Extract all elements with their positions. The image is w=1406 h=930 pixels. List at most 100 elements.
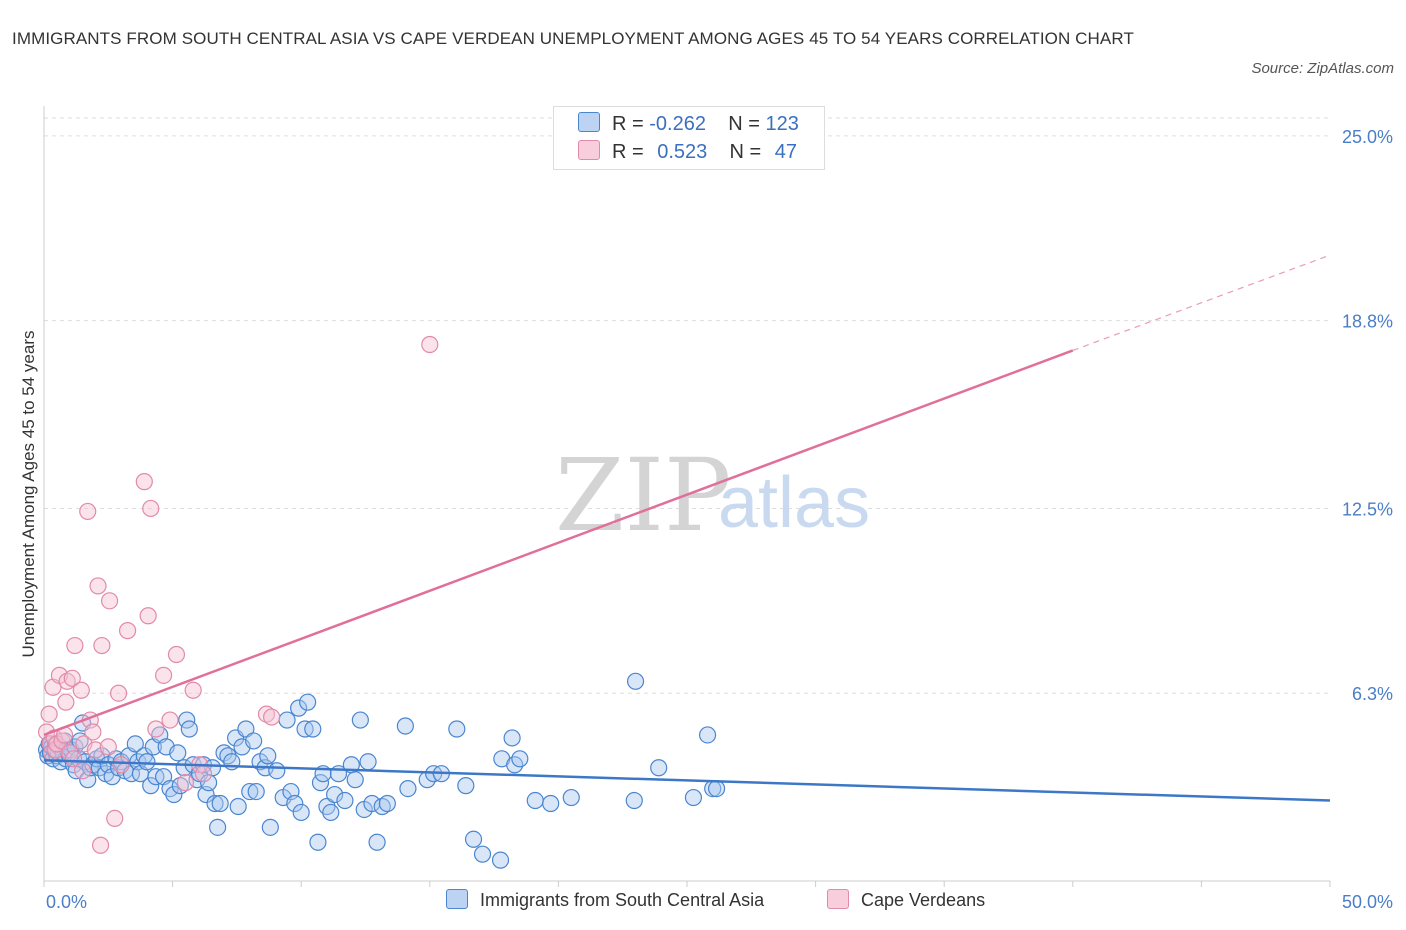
data-point-blue: [326, 785, 344, 804]
data-point-blue: [180, 720, 198, 738]
data-point-blue: [448, 720, 466, 738]
data-point-pink: [99, 738, 117, 756]
data-point-blue: [268, 762, 286, 780]
data-point-blue: [165, 785, 183, 804]
data-point-blue: [237, 720, 255, 738]
watermark: ZIP atlas: [555, 437, 870, 554]
data-point-pink: [86, 741, 105, 759]
data-point-pink: [184, 681, 202, 699]
data-point-pink: [139, 607, 157, 625]
data-point-blue: [138, 753, 156, 771]
data-point-blue: [625, 791, 643, 810]
chart-title: IMMIGRANTS FROM SOUTH CENTRAL ASIA VS CA…: [12, 29, 1134, 48]
data-point-pink: [257, 705, 276, 723]
data-point-blue: [491, 851, 510, 869]
y-axis-label: Unemployment Among Ages 45 to 54 years: [19, 331, 38, 658]
data-point-blue: [526, 791, 544, 810]
data-point-blue: [299, 693, 317, 711]
data-point-pink: [154, 666, 173, 684]
legend-label: Immigrants from South Central Asia: [480, 890, 765, 910]
series-blue-points: [37, 672, 726, 869]
y-tick-labels: 6.3% 12.5% 18.8% 25.0%: [1342, 127, 1393, 704]
data-point-blue: [290, 699, 308, 717]
data-point-blue: [142, 777, 160, 795]
data-point-pink: [161, 711, 179, 729]
data-point-pink: [106, 809, 124, 828]
legend-n-label: N =: [728, 113, 760, 135]
data-point-blue: [399, 780, 417, 798]
data-point-blue: [245, 732, 263, 750]
data-point-pink: [93, 636, 111, 655]
watermark-zip: ZIP: [555, 437, 731, 554]
data-point-blue: [378, 794, 396, 813]
gridlines: [44, 117, 1330, 694]
data-point-pink: [109, 684, 128, 702]
legend-label: Cape Verdeans: [861, 890, 986, 910]
data-point-blue: [351, 711, 369, 729]
blue-swatch-icon: [578, 112, 600, 132]
watermark-atlas: atlas: [718, 463, 870, 543]
legend-r-label: R =: [612, 141, 644, 163]
data-point-pink: [112, 756, 130, 774]
data-point-blue: [203, 759, 222, 777]
legend-row-blue: R = -0.262 N = 123: [578, 112, 799, 138]
data-point-blue: [126, 735, 144, 753]
data-point-pink: [167, 645, 186, 664]
data-point-blue: [396, 717, 414, 735]
data-point-blue: [206, 794, 224, 813]
data-point-pink: [89, 577, 107, 595]
data-point-pink: [66, 636, 84, 655]
legend-n-value: 123: [765, 113, 799, 135]
data-point-blue: [211, 794, 229, 813]
legend-row-pink: R = 0.523 N = 47: [578, 140, 797, 166]
data-point-blue: [304, 720, 322, 738]
data-point-pink: [176, 774, 195, 792]
data-point-blue: [322, 803, 340, 822]
y-tick-label: 18.8%: [1342, 312, 1393, 332]
data-point-pink: [63, 669, 81, 687]
data-point-pink: [421, 335, 439, 354]
legend-r-value: -0.262: [649, 113, 706, 135]
y-tick-label: 6.3%: [1352, 684, 1393, 704]
trend-line-pink-extension: [1072, 254, 1331, 352]
pink-swatch-icon: [827, 889, 849, 909]
data-point-blue: [698, 726, 717, 744]
data-point-blue: [503, 729, 521, 747]
y-tick-label: 25.0%: [1342, 127, 1393, 147]
trend-line-pink: [43, 349, 1074, 737]
data-point-pink: [58, 672, 76, 690]
data-point-blue: [286, 794, 304, 813]
data-point-blue: [292, 803, 310, 822]
data-point-blue: [247, 782, 265, 801]
data-point-blue: [336, 791, 354, 810]
data-point-pink: [73, 762, 92, 780]
legend-item-cape-verdeans: Cape Verdeans: [827, 889, 985, 911]
x-tick-labels: 0.0% 50.0%: [46, 892, 1393, 912]
data-point-pink: [142, 499, 160, 518]
source-note: Source: ZipAtlas.com: [1251, 60, 1394, 77]
data-point-blue: [373, 797, 391, 816]
legend-r-label: R =: [612, 113, 644, 135]
blue-swatch-icon: [446, 889, 468, 909]
series-pink-points: [37, 335, 439, 854]
data-point-blue: [261, 818, 279, 836]
data-point-blue: [511, 750, 529, 768]
data-point-pink: [84, 723, 102, 741]
data-point-pink: [91, 836, 110, 854]
x-tick-label: 0.0%: [46, 892, 87, 912]
pink-swatch-icon: [578, 140, 600, 160]
data-point-blue: [457, 777, 475, 795]
data-point-blue: [626, 672, 645, 690]
data-point-blue: [278, 711, 296, 729]
data-point-pink: [46, 741, 65, 759]
data-point-blue: [309, 833, 327, 851]
data-point-pink: [57, 693, 75, 711]
data-point-pink: [79, 502, 97, 521]
data-point-blue: [171, 777, 189, 795]
legend-n-label: N =: [729, 141, 762, 163]
data-point-pink: [194, 765, 213, 783]
data-point-pink: [118, 622, 137, 640]
data-point-blue: [368, 833, 386, 851]
data-point-blue: [359, 753, 377, 771]
y-tick-label: 12.5%: [1342, 499, 1393, 519]
